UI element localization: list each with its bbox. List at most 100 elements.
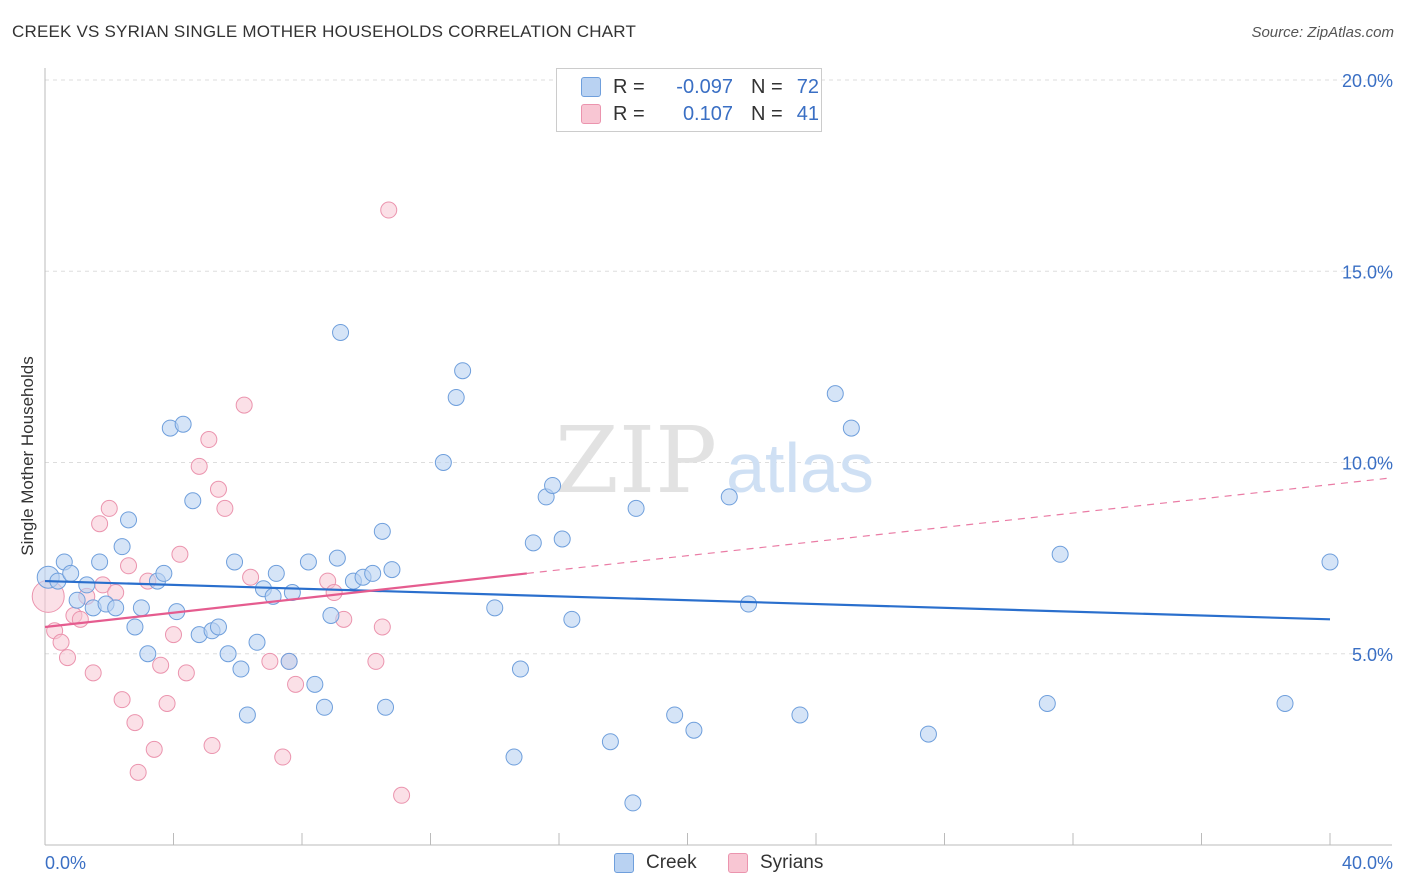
syrian-point-3 [58,649,76,667]
correlation-legend: R = -0.097 N = 72 R = 0.107 N = 41 [556,68,822,132]
creek-point-58 [624,794,642,812]
creek-point-39 [332,323,350,341]
creek-point-49 [486,599,504,617]
creek-point-68 [1038,694,1056,712]
creek-point-42 [364,564,382,582]
legend-swatch-creek [581,77,601,97]
creek-point-55 [553,530,571,548]
y-tick-label-3: 20.0% [1342,71,1393,91]
syrian-points [31,201,411,804]
syrians-label: Syrians [760,852,824,873]
syrian-point-28 [235,396,253,414]
syrian-point-35 [325,584,343,602]
legend-n-label: N = [751,75,783,98]
legend-n-value-creek: 72 [796,75,819,98]
syrian-point-24 [200,431,218,449]
creek-point-38 [328,549,346,567]
legend-item-syrians[interactable]: Syrians [728,852,823,874]
syrian-point-38 [373,618,391,636]
creek-trend-line [44,579,1331,621]
syrian-point-40 [393,786,411,804]
syrian-point-33 [287,675,305,693]
creek-point-14 [139,645,157,663]
creek-point-45 [383,561,401,579]
legend-r-label: R = [613,102,645,125]
syrian-point-5 [71,610,89,628]
series-legend: Creek Syrians [0,852,1406,878]
creek-point-19 [174,415,192,433]
creek-point-66 [842,419,860,437]
trend-lines [526,477,1393,575]
creek-point-9 [107,599,125,617]
creek-point-16 [155,564,173,582]
syrian-point-39 [380,201,398,219]
creek-point-7 [91,553,109,571]
creek-point-20 [184,492,202,510]
creek-swatch [614,853,634,873]
creek-point-36 [315,698,333,716]
creek-point-47 [447,388,465,406]
creek-point-28 [248,633,266,651]
chart-title: CREEK VS SYRIAN SINGLE MOTHER HOUSEHOLDS… [12,22,637,41]
syrian-point-2 [52,633,70,651]
syrian-point-29 [242,568,260,586]
syrian-point-19 [158,694,176,712]
creek-point-10 [113,538,131,556]
creek-point-69 [1051,545,1069,563]
x-tick-label-min: 0.0% [45,853,86,873]
legend-row-creek: R = -0.097 N = 72 [557,74,819,100]
creek-point-54 [544,476,562,494]
syrian-point-30 [261,652,279,670]
creek-point-24 [219,645,237,663]
syrian-point-31 [274,748,292,766]
legend-swatch-syrian [581,104,601,124]
creek-point-4 [68,591,86,609]
gridlines [45,79,1392,655]
syrian-point-15 [129,763,147,781]
syrian-point-37 [367,652,385,670]
creek-point-43 [373,522,391,540]
creek-point-67 [919,725,937,743]
syrian-point-25 [203,737,221,755]
creek-point-44 [377,698,395,716]
syrian-point-20 [165,626,182,644]
creek-point-31 [267,564,285,582]
creek-point-70 [1276,694,1294,712]
creek-label: Creek [646,852,697,873]
syrian-point-10 [100,499,118,517]
watermark-atlas: atlas [726,429,874,507]
creek-point-62 [720,488,738,506]
creek-point-5 [78,576,96,594]
y-tick-label-1: 10.0% [1342,454,1393,474]
creek-point-37 [322,607,340,624]
axes [44,68,1392,846]
creek-point-32 [280,652,298,670]
legend-r-value-creek: -0.097 [676,75,733,98]
creek-point-65 [826,385,844,403]
creek-point-50 [511,660,529,678]
legend-r-label: R = [613,75,645,98]
creek-point-57 [601,733,619,751]
syrians-swatch [728,853,748,873]
creek-point-63 [740,595,758,613]
creek-point-59 [627,499,645,517]
creek-point-52 [524,534,542,552]
legend-r-value-syrian: 0.107 [682,102,733,125]
syrian-trend-line [44,572,527,629]
creek-point-11 [120,511,138,529]
creek-point-56 [563,610,581,628]
creek-point-64 [791,706,809,724]
legend-item-creek[interactable]: Creek [614,852,697,874]
syrian-point-8 [91,515,109,533]
syrian-point-21 [171,545,189,563]
creek-points [36,323,1339,812]
creek-point-51 [505,748,523,766]
tick-labels: 5.0% 10.0% 15.0% 20.0% 0.0% 40.0% [45,71,1393,873]
creek-point-12 [126,618,144,636]
creek-point-61 [685,721,703,739]
creek-point-48 [454,362,472,380]
syrian-point-23 [190,457,208,475]
legend-row-syrian: R = 0.107 N = 41 [557,101,819,127]
creek-point-34 [299,553,317,571]
